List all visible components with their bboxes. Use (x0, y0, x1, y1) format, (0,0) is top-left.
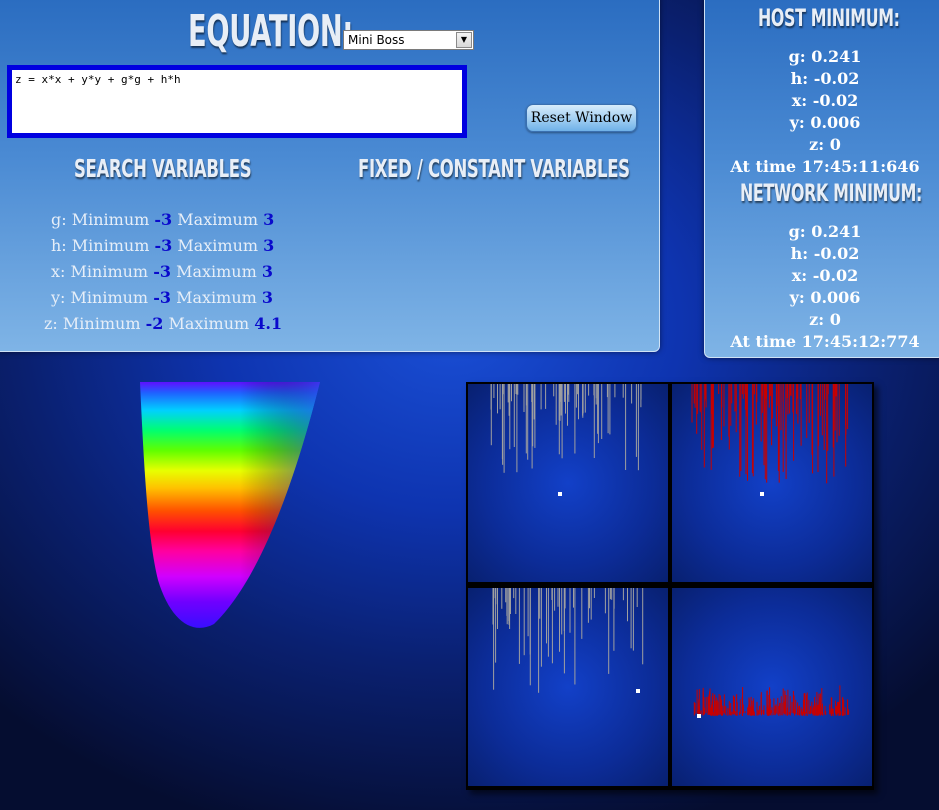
maximum-value[interactable]: 3 (261, 288, 274, 307)
equation-select[interactable]: Mini Boss ▼ (343, 30, 474, 50)
minimum-value[interactable]: -3 (153, 262, 171, 281)
search-variables-title: SEARCH VARIABLES (74, 154, 252, 183)
minimum-label: Minimum (62, 314, 141, 333)
maximum-label: Maximum (177, 236, 259, 255)
network-x: x: -0.02 (791, 266, 859, 285)
variable-name: z: (44, 314, 58, 333)
variable-row-h: h: Minimum -3 Maximum 3 (51, 236, 274, 255)
minimum-value[interactable]: -3 (154, 236, 173, 255)
variable-row-y: y: Minimum -3 Maximum 3 (51, 288, 273, 307)
sample-cell-gray-2 (468, 588, 668, 786)
variable-name: y: (51, 288, 66, 307)
variable-row-z: z: Minimum -2 Maximum 4.1 (44, 314, 282, 333)
variable-name: x: (51, 262, 66, 281)
equation-panel (0, 0, 660, 352)
network-z: z: 0 (809, 310, 841, 329)
minimum-label: Minimum (71, 210, 150, 229)
variable-row-g: g: Minimum -3 Maximum 3 (51, 210, 274, 229)
maximum-label: Maximum (177, 210, 258, 229)
network-time: At time 17:45:12:774 (730, 332, 920, 351)
current-point-marker (760, 492, 764, 496)
host-h: h: -0.02 (790, 69, 860, 88)
surface-plot (140, 382, 320, 628)
sample-grid (466, 382, 874, 790)
network-g: g: 0.241 (788, 222, 862, 241)
variable-name: h: (51, 236, 67, 255)
host-x: x: -0.02 (791, 91, 859, 110)
current-point-marker (636, 689, 640, 693)
minimum-label: Minimum (70, 262, 149, 281)
chevron-down-icon[interactable]: ▼ (456, 32, 472, 48)
minimum-value[interactable]: -2 (145, 314, 164, 333)
current-point-marker (558, 492, 562, 496)
trace-chart (693, 685, 850, 718)
sample-cell-gray-1 (468, 384, 668, 582)
reset-window-button[interactable]: Reset Window (526, 104, 637, 132)
minimum-label: Minimum (71, 236, 150, 255)
equation-select-value: Mini Boss (348, 33, 405, 47)
maximum-value[interactable]: 3 (263, 236, 275, 255)
network-h: h: -0.02 (790, 244, 860, 263)
minimum-panel (704, 0, 939, 358)
minimum-value[interactable]: -3 (153, 288, 171, 307)
fixed-variables-title: FIXED / CONSTANT VARIABLES (358, 154, 630, 183)
trace-chart (492, 588, 644, 693)
host-g: g: 0.241 (788, 47, 862, 66)
minimum-label: Minimum (70, 288, 149, 307)
maximum-label: Maximum (176, 262, 257, 281)
host-z: z: 0 (809, 135, 841, 154)
host-y: y: 0.006 (789, 113, 861, 132)
maximum-label: Maximum (176, 288, 257, 307)
network-minimum-title: NETWORK MINIMUM: (740, 179, 923, 207)
host-minimum-title: HOST MINIMUM: (758, 4, 900, 32)
current-point-marker (697, 714, 701, 718)
trace-chart (691, 384, 849, 496)
sample-cell-red-2 (672, 588, 872, 786)
maximum-value[interactable]: 3 (261, 262, 274, 281)
maximum-label: Maximum (168, 314, 250, 333)
equation-textarea[interactable]: z = x*x + y*y + g*g + h*h (7, 65, 467, 138)
minimum-value[interactable]: -3 (154, 210, 173, 229)
variable-row-x: x: Minimum -3 Maximum 3 (51, 262, 273, 281)
trace-chart (490, 384, 642, 496)
maximum-value[interactable]: 4.1 (254, 314, 283, 333)
network-y: y: 0.006 (789, 288, 861, 307)
equation-title: EQUATION: (188, 6, 354, 57)
host-time: At time 17:45:11:646 (730, 157, 920, 176)
sample-cell-red-1 (672, 384, 872, 582)
maximum-value[interactable]: 3 (263, 210, 275, 229)
variable-name: g: (51, 210, 67, 229)
